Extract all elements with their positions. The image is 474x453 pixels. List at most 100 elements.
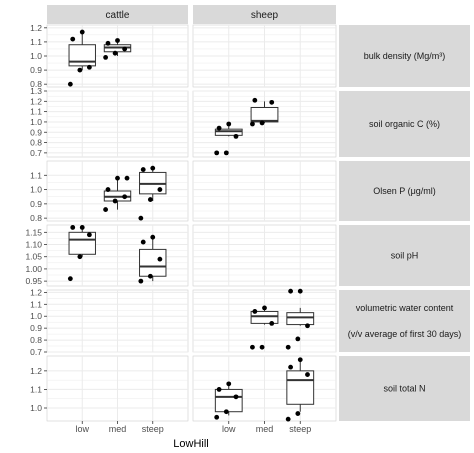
y-tick-label: 1.10 <box>25 240 42 250</box>
box-cattle-steep <box>138 165 167 221</box>
row-strip-label: bulk density (Mg/m³) <box>364 51 446 61</box>
data-point <box>223 150 229 156</box>
row-strip-label: (v/v average of first 30 days) <box>348 329 462 339</box>
data-point <box>77 67 83 73</box>
y-tick-label: 1.1 <box>30 299 42 309</box>
data-point <box>79 29 85 35</box>
data-point <box>297 357 303 363</box>
data-point <box>103 55 109 60</box>
y-tick-label: 1.00 <box>25 264 42 274</box>
data-point <box>259 344 265 350</box>
data-point <box>122 46 128 52</box>
box-sheep-steep <box>285 357 315 422</box>
data-point <box>305 323 310 329</box>
data-point <box>250 344 255 350</box>
panel-0-cattle <box>46 24 189 88</box>
panel-1-cattle <box>46 90 189 158</box>
box-iqr <box>286 370 315 405</box>
x-axis-title: LowHill <box>173 438 208 450</box>
box-sheep-med <box>250 97 279 127</box>
box-cattle-low <box>67 29 96 87</box>
y-tick-label: 1.1 <box>30 37 42 47</box>
data-point <box>112 50 118 56</box>
panel-5-cattle <box>46 355 189 422</box>
panel-4-cattle <box>46 289 189 353</box>
box-iqr <box>250 107 279 123</box>
y-tick-label: 1.2 <box>30 23 42 33</box>
data-point <box>112 198 118 204</box>
data-point <box>105 40 111 46</box>
row-strip-3 <box>339 225 470 286</box>
row-strip-4 <box>339 290 470 352</box>
data-point <box>216 387 222 392</box>
y-tick-label: 1.05 <box>25 252 42 262</box>
data-point <box>67 81 73 87</box>
data-point <box>262 305 267 311</box>
x-tick-label-med: med <box>256 424 274 434</box>
y-tick-label: 0.8 <box>30 335 42 345</box>
data-point <box>86 64 92 70</box>
data-point <box>288 364 293 370</box>
box-iqr <box>214 128 243 136</box>
data-point <box>70 36 76 42</box>
data-point <box>157 187 163 192</box>
data-point <box>295 411 301 416</box>
data-point <box>269 320 275 326</box>
data-point <box>140 239 146 245</box>
facet-strip-cattle <box>47 5 188 24</box>
data-point <box>269 99 275 105</box>
x-tick-label-steep: steep <box>142 424 164 434</box>
box-cattle-med <box>103 38 132 60</box>
y-tick-label: 0.8 <box>30 138 42 148</box>
y-tick-label: 1.1 <box>30 170 42 180</box>
data-point <box>288 288 293 294</box>
box-iqr <box>214 388 243 413</box>
data-point <box>285 416 291 422</box>
data-point <box>70 225 76 230</box>
data-point <box>252 97 258 103</box>
x-tick-label-low: low <box>75 424 89 434</box>
box-cattle-med <box>103 175 132 212</box>
data-point <box>79 225 85 230</box>
y-tick-label: 1.2 <box>30 96 42 106</box>
panel-2-sheep <box>192 160 337 222</box>
y-tick-label: 0.7 <box>30 347 42 357</box>
row-strip-2 <box>339 161 470 221</box>
data-point <box>250 121 255 127</box>
data-point <box>140 167 146 172</box>
data-point <box>105 187 111 192</box>
data-point <box>216 125 222 131</box>
row-strip-1 <box>339 91 470 157</box>
y-tick-label: 1.2 <box>30 287 42 297</box>
y-tick-label: 0.9 <box>30 127 42 137</box>
data-point <box>103 207 109 212</box>
y-tick-label: 1.0 <box>30 311 42 321</box>
data-point <box>138 215 144 221</box>
y-tick-label: 0.9 <box>30 65 42 75</box>
data-point <box>67 276 73 282</box>
row-strip-label: volumetric water content <box>356 303 454 313</box>
y-tick-label: 1.0 <box>30 51 42 61</box>
facet-strip-label-sheep: sheep <box>251 10 279 21</box>
data-point <box>157 256 163 262</box>
y-tick-label: 1.1 <box>30 384 42 394</box>
box-iqr <box>68 44 96 67</box>
panel-4-sheep <box>192 288 337 353</box>
row-strip-5 <box>339 356 470 421</box>
box-sheep-low <box>214 121 243 156</box>
data-point <box>305 372 310 377</box>
data-point <box>223 409 229 415</box>
data-point <box>297 288 303 294</box>
facet-strip-sheep <box>193 5 336 24</box>
y-tick-label: 1.15 <box>25 227 42 237</box>
box-iqr <box>286 312 315 326</box>
panel-3-cattle <box>46 224 189 287</box>
y-tick-label: 0.8 <box>30 213 42 223</box>
box-cattle-steep <box>138 234 167 284</box>
box-iqr <box>68 231 96 255</box>
row-strip-label: soil pH <box>391 251 419 261</box>
y-tick-label: 0.95 <box>25 276 42 286</box>
data-point <box>115 175 120 181</box>
facet-strip-label-cattle: cattle <box>106 10 130 21</box>
y-tick-label: 1.3 <box>30 86 42 96</box>
